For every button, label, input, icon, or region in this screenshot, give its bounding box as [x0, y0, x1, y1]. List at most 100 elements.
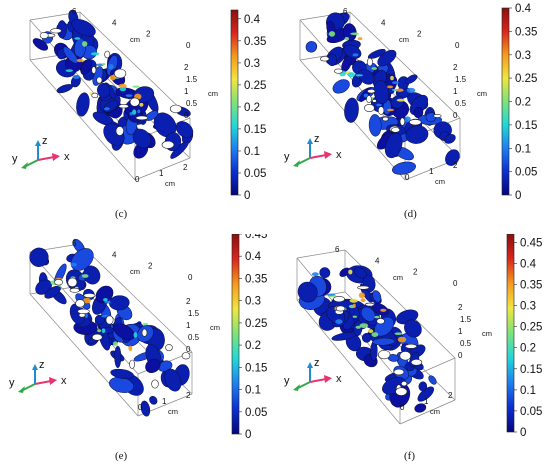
colorbar-tick-label: 0.35: [244, 36, 266, 48]
pore-opening: [433, 114, 442, 118]
pore-surface: [413, 106, 424, 119]
axis-unit-label: cm: [435, 177, 445, 186]
velocity-hotspot: [128, 345, 133, 351]
axis-tick-label: 2: [146, 30, 151, 39]
axis-unit-label: cm: [130, 35, 140, 44]
axis-tick-label: 1: [162, 397, 167, 406]
velocity-hotspot: [109, 75, 116, 81]
axis-tick-label: 0.5: [188, 333, 200, 342]
axis-unit-label: cm: [165, 179, 175, 188]
colorbar-tick-label: 0.3: [515, 50, 531, 62]
axis-tick-label: 1: [458, 327, 463, 336]
velocity-hotspot: [113, 341, 118, 347]
pore-surface: [414, 403, 427, 413]
pore-opening: [83, 293, 96, 298]
velocity-hotspot: [97, 329, 101, 333]
axis-tick-label: 1.5: [186, 75, 198, 84]
pore-opening: [319, 56, 330, 62]
panel-caption: (c): [115, 208, 128, 220]
velocity-hotspot: [335, 319, 343, 325]
axis-triad: z y x: [9, 359, 67, 393]
axis-tick-label: 0: [453, 279, 458, 288]
axis-tick-label: 0: [453, 111, 458, 120]
pore-surface: [149, 395, 158, 405]
x-arrowhead: [324, 375, 332, 383]
axis-tick-label: 4: [381, 18, 386, 27]
pore-surface: [44, 285, 61, 299]
colorbar-tick-label: 0.05: [520, 406, 542, 418]
y-axis-label: y: [9, 377, 15, 389]
y-axis-arrow: [297, 157, 311, 165]
pore-opening: [399, 351, 412, 361]
x-axis-label: x: [336, 373, 342, 385]
pore-opening: [91, 92, 99, 98]
pore-opening: [399, 117, 405, 126]
x-axis-arrow: [34, 380, 52, 385]
axis-unit-label: cm: [430, 407, 440, 416]
x-arrowhead: [49, 377, 57, 385]
axis-tick-label: 4: [112, 250, 117, 259]
axis-tick-label: 1: [429, 167, 434, 176]
colorbar-tick-label: 0.1: [520, 385, 536, 397]
model-box: [29, 9, 194, 181]
axis-tick-label: 2: [413, 268, 418, 277]
colorbar-tick-label: 0: [245, 429, 251, 441]
pore-opening: [401, 381, 408, 387]
velocity-hotspot: [376, 103, 382, 107]
colorbar-tick-label: 0.25: [515, 73, 537, 85]
velocity-hotspot: [352, 303, 356, 308]
pore-opening: [50, 28, 62, 34]
y-axis-label: y: [284, 375, 290, 387]
axis-tick-label: 1.5: [455, 75, 467, 84]
axis-tick-label: 0: [405, 173, 410, 182]
colorbar-gradient: [231, 234, 240, 435]
pore-opening: [129, 97, 140, 107]
model-box: [29, 238, 193, 417]
pore-surface: [305, 41, 318, 53]
colorbar: 0.45 0.4 0.35 0.3 0.25 0.2 0.15 0.1 0.05 0: [231, 234, 267, 441]
pore-surface: [29, 247, 49, 267]
pore-opening: [367, 88, 376, 94]
axis-tick-label: 2: [458, 303, 463, 312]
velocity-hotspot: [125, 94, 133, 97]
velocity-hotspot: [396, 88, 404, 92]
pore-opening: [54, 278, 63, 286]
pore-surface: [405, 125, 429, 144]
axis-tick-label: 1: [184, 87, 189, 96]
axis-unit-label: cm: [130, 267, 140, 276]
colorbar-tick-label: 0: [520, 427, 526, 439]
velocity-hotspot: [132, 109, 137, 115]
velocity-hotspot: [349, 298, 358, 303]
panel-caption: (d): [404, 208, 417, 220]
wireframe-edge: [29, 59, 136, 181]
pore-surface: [145, 358, 161, 373]
z-axis-label: z: [314, 357, 320, 369]
velocity-hotspot: [380, 308, 387, 312]
axis-unit-label: cm: [208, 89, 218, 98]
axis-unit-label: cm: [482, 329, 492, 338]
pore-surface: [372, 337, 395, 346]
pore-opening: [115, 126, 124, 136]
pore-opening: [75, 299, 85, 308]
pore-surface: [114, 345, 122, 369]
pore-opening: [161, 140, 175, 149]
pore-opening: [67, 277, 78, 287]
velocity-hotspot: [347, 72, 355, 78]
axis-triad: z y x: [284, 357, 342, 391]
colorbar-tick-label: 0.05: [244, 168, 266, 180]
velocity-hotspot: [387, 108, 394, 112]
colorbar-tick-label: 0: [244, 190, 250, 202]
pore-opening: [357, 285, 370, 290]
colorbar-tick-label: 0.15: [245, 362, 267, 374]
pore-opening: [391, 127, 401, 133]
velocity-hotspot: [397, 336, 407, 343]
pore-opening: [151, 379, 159, 389]
axis-tick-label: 2: [417, 30, 422, 39]
colorbar-tick-label: 0.3: [520, 301, 536, 313]
pore-surface: [339, 267, 350, 277]
velocity-hotspot: [327, 293, 336, 296]
axis-tick-label: 0.5: [186, 99, 198, 108]
pore-surface: [444, 134, 456, 144]
colorbar-gradient: [506, 234, 515, 433]
colorbar-tick-label: 0.05: [515, 167, 537, 179]
